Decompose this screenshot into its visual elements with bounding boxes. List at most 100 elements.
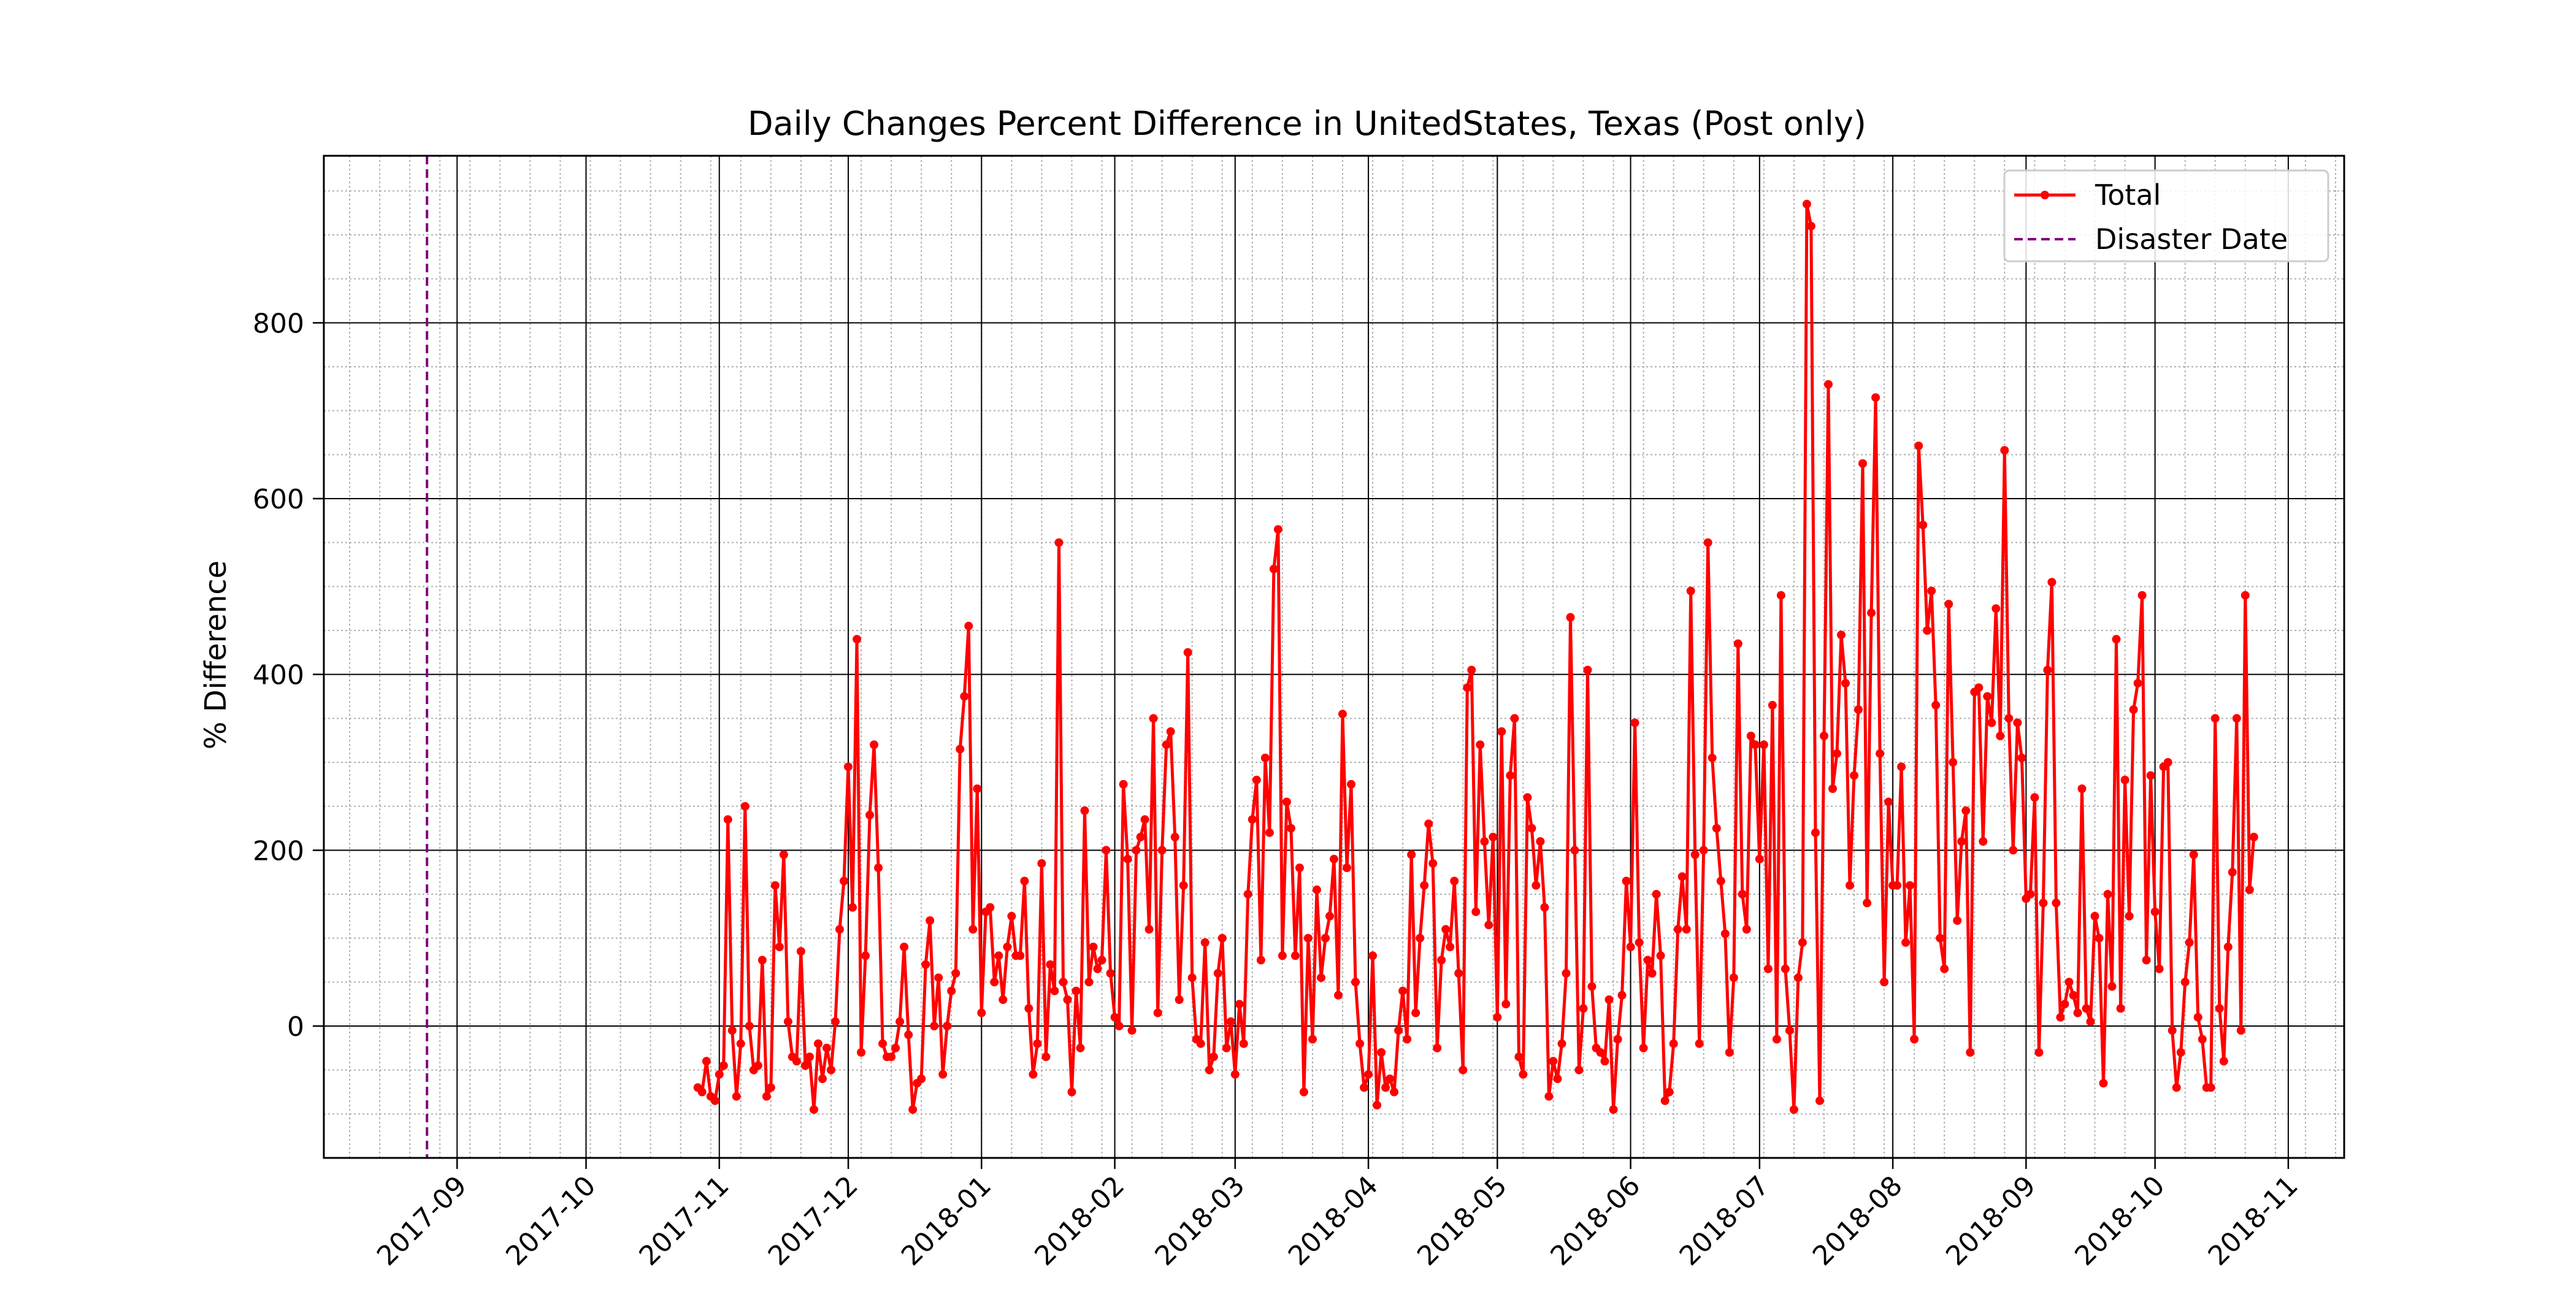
data-point <box>2137 591 2147 600</box>
data-point <box>1368 951 1378 960</box>
data-point <box>1209 1052 1218 1062</box>
data-point <box>1140 815 1149 824</box>
data-point <box>1557 1039 1566 1048</box>
data-point <box>1054 538 1064 547</box>
data-point <box>2168 1026 2177 1035</box>
data-point <box>1785 1026 1794 1035</box>
data-point <box>1317 973 1325 983</box>
data-point <box>1428 859 1438 868</box>
data-point <box>2193 1013 2202 1022</box>
data-point <box>1476 740 1485 749</box>
legend-marker-total <box>2041 191 2049 199</box>
data-point <box>779 850 788 859</box>
data-point <box>934 973 943 983</box>
data-point <box>1325 911 1334 921</box>
data-point <box>2004 714 2014 723</box>
data-point <box>857 1048 866 1057</box>
data-point <box>2125 911 2134 921</box>
data-point <box>1343 864 1351 872</box>
data-point <box>1166 727 1175 736</box>
data-point <box>1716 876 1725 886</box>
data-point <box>1127 1026 1137 1035</box>
data-point <box>1497 727 1506 736</box>
data-point <box>1626 943 1635 951</box>
data-point <box>865 811 875 819</box>
data-point <box>1996 732 2005 740</box>
data-point <box>1841 679 1850 688</box>
data-point <box>1884 797 1893 806</box>
data-point <box>827 1065 835 1075</box>
x-tick-label: 2017-09 <box>371 1170 473 1272</box>
data-point <box>1407 850 1416 859</box>
data-point <box>1523 793 1532 802</box>
data-point <box>1781 964 1790 973</box>
data-point <box>2142 956 2151 965</box>
data-point <box>2017 753 2026 762</box>
data-point <box>1858 459 1867 468</box>
data-point <box>1373 1101 1382 1109</box>
data-point <box>1273 525 1282 534</box>
data-point <box>831 1017 840 1026</box>
x-tick-label: 2018-05 <box>1411 1170 1513 1272</box>
data-point <box>1059 978 1068 987</box>
data-point <box>1501 1000 1511 1009</box>
data-point <box>702 1057 711 1066</box>
data-point <box>1398 986 1408 995</box>
data-point <box>1643 956 1652 965</box>
data-point <box>1313 885 1321 894</box>
data-point <box>1828 784 1837 793</box>
data-point <box>1733 639 1742 648</box>
data-point <box>908 1105 918 1114</box>
data-point <box>727 1026 737 1035</box>
data-point <box>1252 775 1261 784</box>
data-point <box>1235 1000 1244 1009</box>
data-point <box>2180 978 2190 987</box>
data-point <box>1265 828 1274 837</box>
data-point <box>2047 578 2057 587</box>
data-point <box>2077 784 2087 793</box>
data-point <box>1489 832 1498 841</box>
data-point <box>796 947 805 956</box>
data-point <box>1089 943 1098 951</box>
data-point <box>1136 832 1145 841</box>
data-point <box>870 740 879 749</box>
data-point <box>1007 911 1016 921</box>
data-point <box>1944 600 1953 608</box>
data-point <box>1067 1087 1076 1097</box>
data-point <box>1029 1070 1038 1079</box>
data-point <box>1063 995 1072 1004</box>
data-point <box>2228 868 2237 877</box>
data-point <box>1093 964 1102 973</box>
data-point <box>1299 1087 1308 1097</box>
data-point <box>1682 925 1691 934</box>
data-point <box>1114 1022 1124 1030</box>
legend: Total Disaster Date <box>2003 169 2329 262</box>
data-point <box>1364 1070 1373 1079</box>
data-point <box>900 943 909 951</box>
x-tick-label: 2018-03 <box>1149 1170 1251 1272</box>
data-point <box>1256 956 1265 965</box>
data-point <box>740 802 749 811</box>
data-point <box>1854 705 1863 714</box>
data-point <box>2120 775 2129 784</box>
data-point <box>1553 1075 1562 1083</box>
data-point <box>1450 876 1459 886</box>
data-point <box>2189 850 2198 859</box>
data-point <box>783 1017 792 1026</box>
data-point <box>1308 1035 1317 1044</box>
data-point <box>1979 837 1988 846</box>
x-tick-label: 2018-01 <box>895 1170 997 1272</box>
data-point <box>2155 964 2164 973</box>
data-point <box>2241 591 2250 600</box>
data-point <box>1213 969 1222 978</box>
data-point <box>1260 753 1270 762</box>
data-point <box>1106 969 1115 978</box>
data-point <box>1630 718 1639 727</box>
data-point <box>1686 586 1695 596</box>
data-point <box>2210 714 2220 723</box>
data-point <box>1222 1043 1231 1052</box>
data-point <box>1179 881 1188 890</box>
data-point <box>1459 1065 1468 1075</box>
data-point <box>1205 1065 1214 1075</box>
